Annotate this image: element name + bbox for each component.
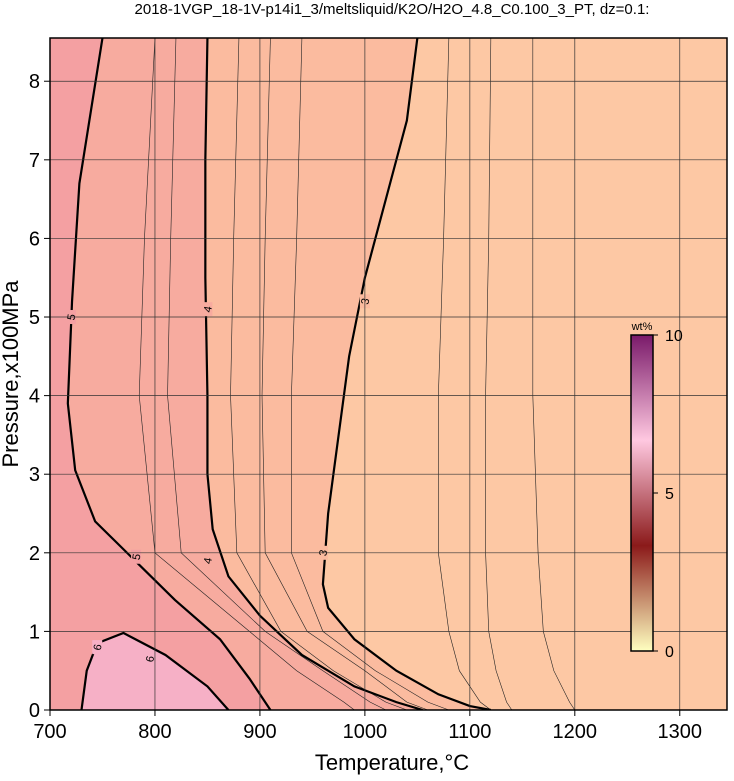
contour-label: 5 <box>131 553 144 561</box>
cb-tick-label: 5 <box>665 486 674 503</box>
x-tick-label: 800 <box>138 721 171 743</box>
y-tick-label: 1 <box>29 621 40 643</box>
contour-label-bg <box>202 553 213 568</box>
minor-contour <box>138 38 355 710</box>
chart-title: 2018-1VGP_18-1V-p14i1_3/meltsliquid/K2O/… <box>135 1 650 18</box>
minor-contour <box>485 38 513 710</box>
contour-label: 6 <box>144 655 157 663</box>
x-tick-label: 1000 <box>343 721 388 743</box>
contour-label-bg <box>202 302 213 317</box>
y-tick-label: 2 <box>29 543 40 565</box>
minor-contour <box>230 38 407 710</box>
contour-label-bg <box>92 640 103 655</box>
x-tick-label: 900 <box>243 721 276 743</box>
minor-contour <box>291 38 449 710</box>
minor-contour <box>261 38 428 710</box>
contour-line <box>66 38 272 710</box>
y-tick-label: 3 <box>29 464 40 486</box>
contour-label: 3 <box>359 297 372 305</box>
y-tick-label: 7 <box>29 150 40 172</box>
contour-label: 4 <box>202 557 215 565</box>
y-tick-label: 6 <box>29 228 40 250</box>
cb-tick-label: 0 <box>665 644 674 661</box>
y-tick-label: 5 <box>29 307 40 329</box>
contour-label: 4 <box>202 305 215 313</box>
contour-label-bg <box>144 651 155 666</box>
y-tick-label: 8 <box>29 71 40 93</box>
x-tick-label: 1200 <box>553 721 598 743</box>
x-tick-label: 1100 <box>448 721 491 743</box>
minor-contour <box>532 38 576 710</box>
cb-label: wt% <box>631 321 653 333</box>
contour-fill <box>50 38 423 710</box>
y-axis-label: Pressure,x100MPa <box>0 280 23 468</box>
y-tick-label: 0 <box>29 700 40 722</box>
colorbar <box>630 334 654 652</box>
contour-label: 6 <box>92 643 105 651</box>
x-axis-label: Temperature,°C <box>315 750 469 775</box>
y-tick-label: 4 <box>29 386 40 408</box>
cb-tick-label: 10 <box>665 328 683 345</box>
minor-contour <box>167 38 387 710</box>
contour-label-bg <box>131 549 142 564</box>
contour-line <box>80 631 230 710</box>
plot-frame <box>49 37 728 711</box>
minor-contour <box>438 38 492 710</box>
contour-fill <box>50 38 271 710</box>
x-tick-label: 700 <box>33 721 66 743</box>
x-tick-label: 1300 <box>658 721 703 743</box>
